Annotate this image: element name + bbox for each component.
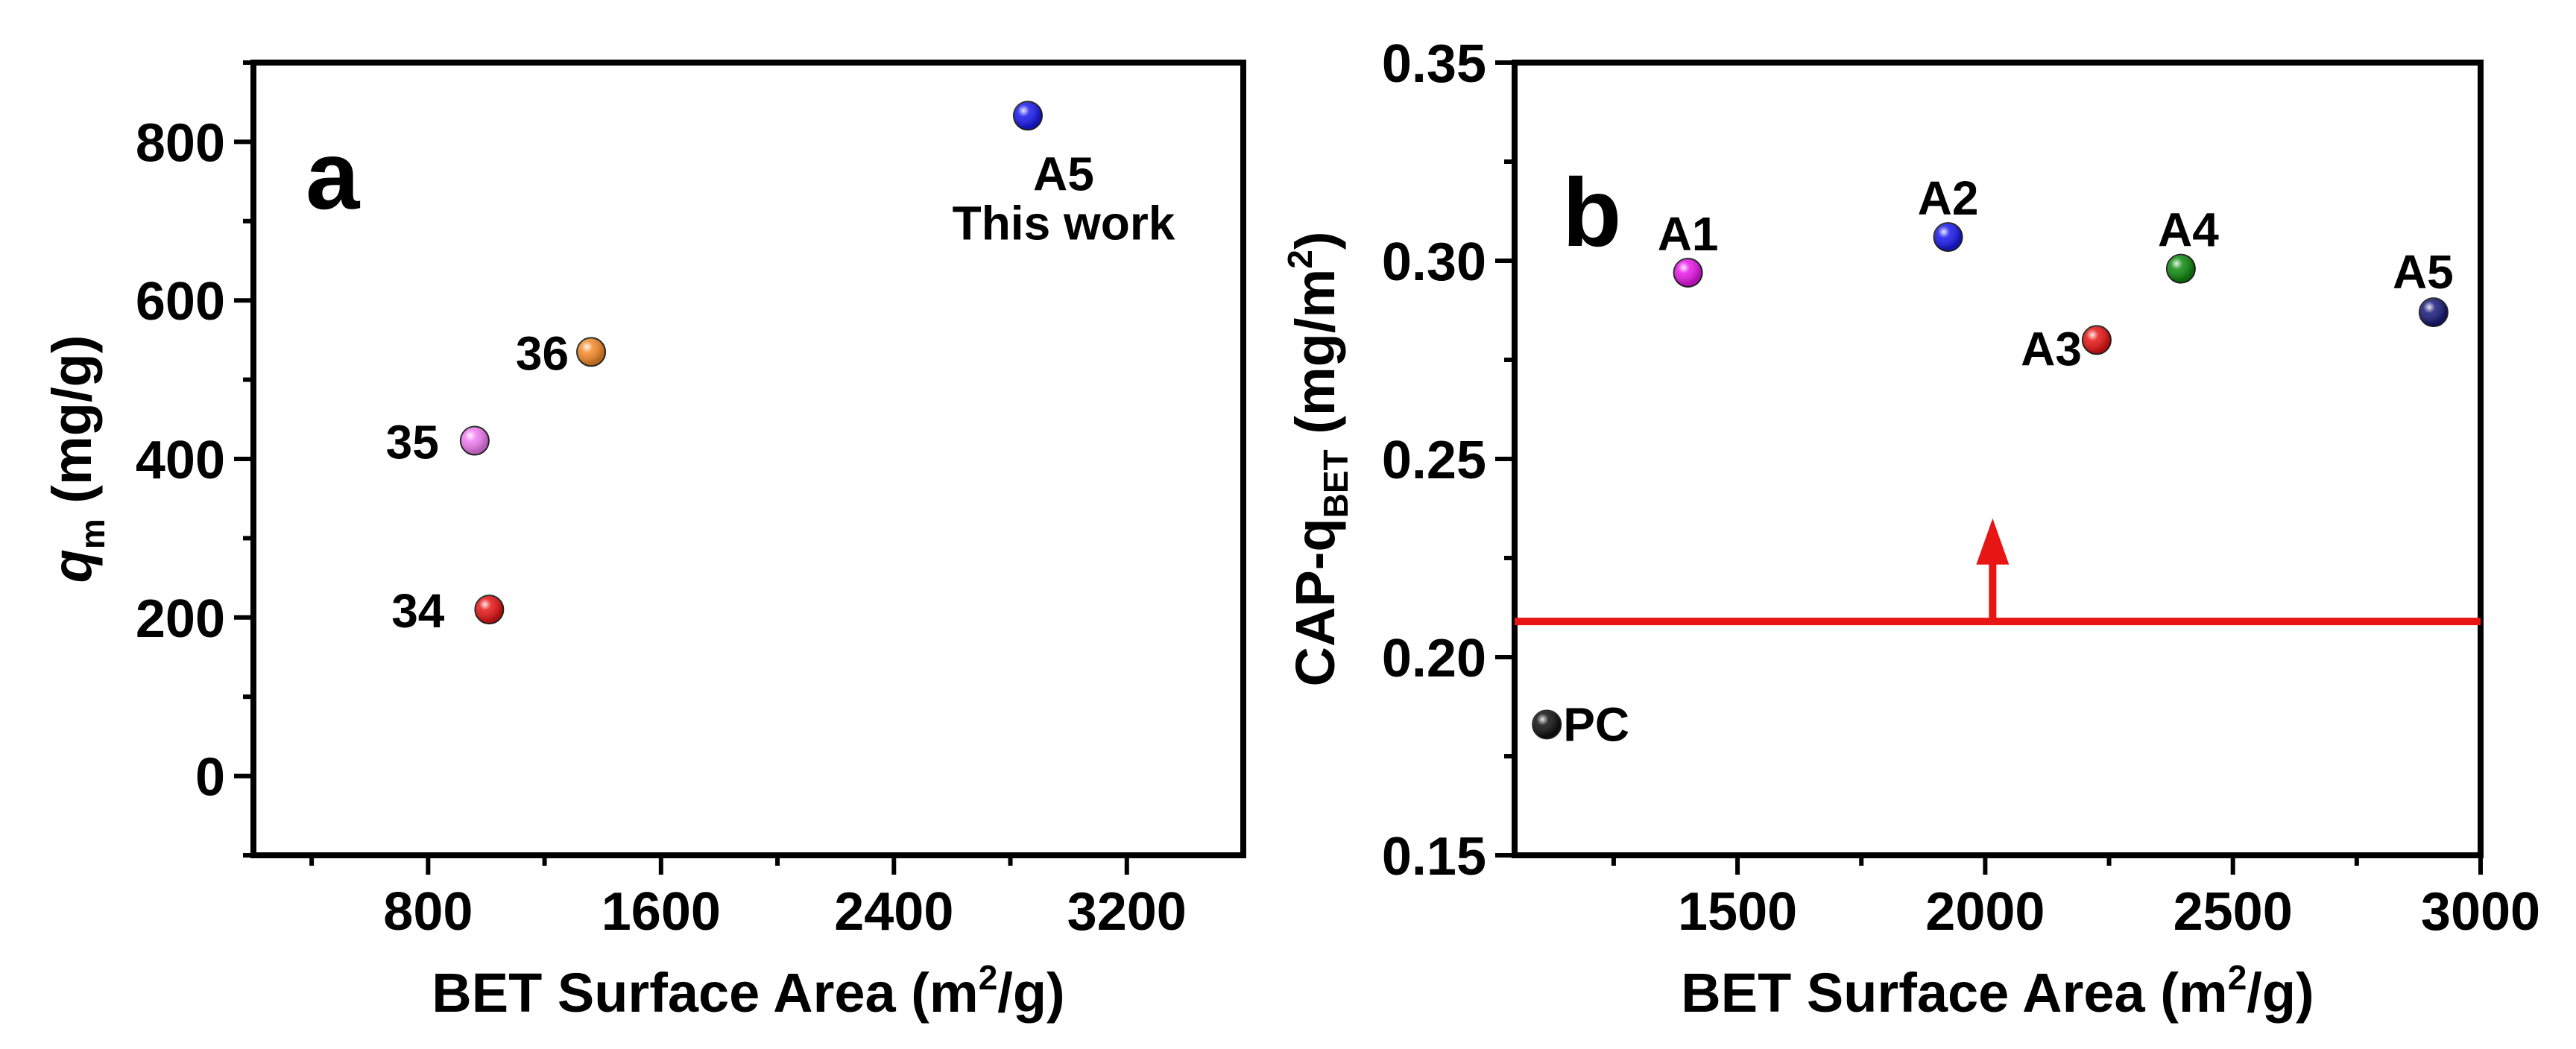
- y-tick-label: 0.20: [1382, 629, 1486, 688]
- y-tick-label: 0.30: [1382, 232, 1486, 292]
- point-label: A5: [1033, 147, 1094, 200]
- x-tick-label: 1500: [1678, 882, 1797, 942]
- y-tick-label: 0.25: [1382, 431, 1486, 490]
- y-tick-label: 0.15: [1382, 827, 1486, 887]
- data-point-highlight: [1673, 258, 1702, 287]
- data-point-highlight: [460, 426, 489, 455]
- x-tick-label: 3000: [2421, 882, 2540, 942]
- point-label: A4: [2158, 203, 2219, 257]
- panel-a-ticks: 800 1600 2400 3200 0 200 400 600 800: [136, 60, 1187, 942]
- point-label: PC: [1563, 697, 1629, 751]
- threshold-arrow-head: [1976, 518, 2010, 565]
- panel-b-label: b: [1562, 158, 1621, 267]
- data-point-highlight: [1013, 101, 1042, 130]
- data-point-highlight: [577, 337, 606, 367]
- point-label: 34: [391, 584, 445, 638]
- point-label: 36: [516, 326, 569, 380]
- y-tick-label: 400: [136, 431, 225, 490]
- point-label: A3: [2021, 322, 2082, 375]
- x-tick-label: 800: [383, 882, 473, 942]
- panel-b-points: A1 A2 A3 A4 A5 PC: [1532, 171, 2454, 751]
- point-label-secondary: This work: [953, 196, 1175, 250]
- panel-b-plot-frame: [1512, 60, 2484, 858]
- point-label: A2: [1918, 171, 1979, 225]
- x-tick-label: 2400: [834, 882, 953, 942]
- x-tick-label: 3200: [1067, 882, 1187, 942]
- panel-a-x-axis-title: BET Surface Area (m2/g): [432, 958, 1064, 1024]
- data-point-highlight: [2419, 298, 2448, 327]
- x-tick-label: 2000: [1925, 882, 2045, 942]
- data-point-highlight: [475, 595, 504, 624]
- y-tick-label: 600: [136, 272, 225, 332]
- point-label: A1: [1658, 207, 1719, 261]
- data-point-highlight: [2082, 326, 2111, 355]
- x-tick-label: 1600: [602, 882, 721, 942]
- y-tick-label: 0.35: [1382, 34, 1486, 94]
- panel-b-threshold: [1515, 518, 2481, 626]
- point-label: 35: [386, 416, 439, 469]
- panel-a-label: a: [306, 121, 361, 229]
- x-tick-label: 2500: [2174, 882, 2293, 942]
- panel-b-ticks: 1500 2000 2500 3000 0.15 0.20 0.25 0.30 0.35: [1382, 34, 2540, 942]
- panel-b-x-axis-title: BET Surface Area (m2/g): [1681, 958, 2314, 1024]
- point-label: A5: [2393, 245, 2454, 299]
- y-tick-label: 0: [195, 748, 225, 808]
- y-tick-label: 800: [136, 113, 225, 173]
- panel-b-y-axis-title: CAP-qBET (mg/m2): [1281, 232, 1355, 687]
- data-point-highlight: [1532, 710, 1562, 739]
- data-point-highlight: [2166, 254, 2195, 283]
- panel-a-y-axis-title: qm (mg/g): [41, 335, 112, 583]
- y-tick-label: 200: [136, 589, 225, 649]
- data-point-highlight: [1933, 223, 1963, 252]
